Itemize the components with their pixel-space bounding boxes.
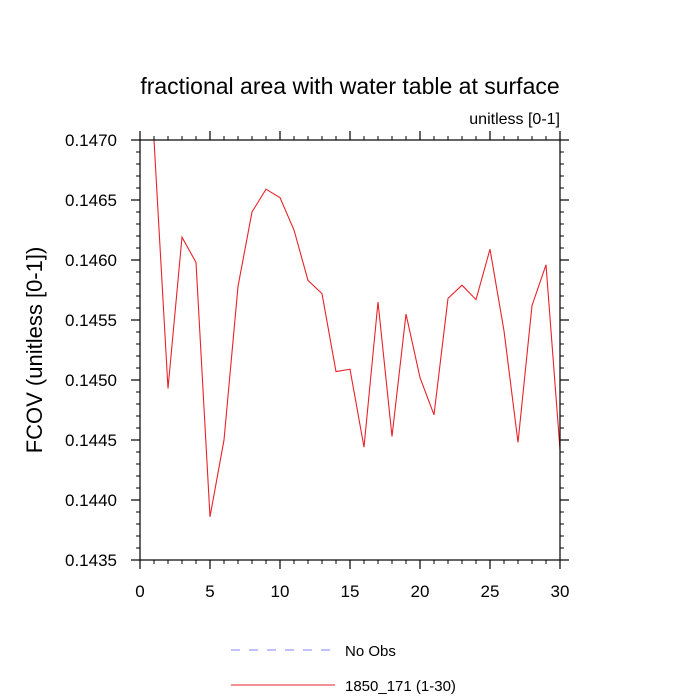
legend: No Obs 1850_171 (1-30) [231,643,456,695]
y-tick-label: 0.1450 [65,371,117,390]
y-tick-label: 0.1455 [65,311,117,330]
x-tick-label: 25 [481,582,500,601]
chart-title: fractional area with water table at surf… [140,73,559,99]
y-tick-label: 0.1470 [65,131,117,150]
x-tick-label: 15 [341,582,360,601]
y-axis-label: FCOV (unitless [0-1]) [22,247,47,454]
legend-label: 1850_171 (1-30) [345,678,456,695]
y-tick-labels: 0.1435 0.1440 0.1445 0.1450 0.1455 0.1460 0.14… [65,131,117,570]
minor-ticks [136,136,564,564]
y-tick-label: 0.1445 [65,431,117,450]
series-line [153,140,560,517]
legend-label: No Obs [345,643,396,660]
x-tick-label: 0 [135,582,144,601]
chart-subtitle: unitless [0-1] [469,111,560,128]
y-tick-label: 0.1465 [65,191,117,210]
y-tick-label: 0.1440 [65,491,117,510]
x-tick-label: 20 [411,582,430,601]
x-tick-labels: 0 5 10 15 20 25 30 [135,582,569,601]
y-tick-label: 0.1460 [65,251,117,270]
major-ticks [131,131,569,569]
x-tick-label: 5 [205,582,214,601]
series-lines [153,140,560,517]
x-tick-label: 30 [551,582,570,601]
y-tick-label: 0.1435 [65,551,117,570]
plot-frame [139,139,561,561]
x-tick-label: 10 [271,582,290,601]
